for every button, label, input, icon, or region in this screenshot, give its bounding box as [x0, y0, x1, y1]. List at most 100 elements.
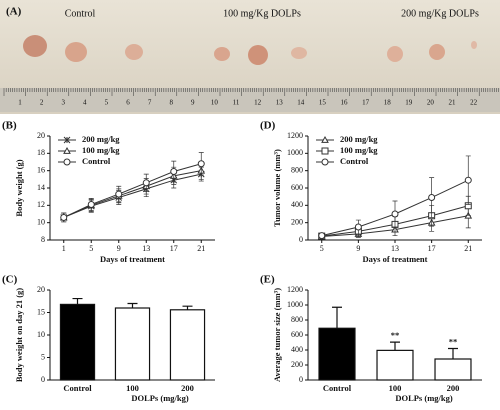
x-tick-label: Control [323, 383, 352, 393]
y-tick-label: 800 [291, 165, 303, 174]
error-bar [72, 297, 83, 305]
y-tick-label: 600 [291, 183, 303, 192]
x-axis-title: DOLPs (mg/kg) [131, 393, 189, 403]
legend-label: 100 mg/kg [82, 145, 120, 155]
y-tick-label: 10 [37, 330, 45, 339]
y-tick-label: 0 [41, 375, 45, 384]
y-tick-label: 15 [37, 307, 45, 316]
y-tick-label: 1000 [287, 148, 303, 157]
marker [391, 210, 399, 218]
y-tick-label: 8 [41, 235, 45, 244]
x-axis-title: DOLPs (mg/kg) [395, 393, 453, 403]
y-axis-title: Average tumor size (mm³) [272, 288, 282, 382]
error-bar [448, 347, 458, 359]
y-tick-label: 1200 [287, 285, 303, 294]
ruler-number: 19 [405, 99, 413, 107]
ruler-number: 17 [362, 99, 370, 107]
x-tick-label: 21 [464, 244, 472, 253]
ruler-number: 16 [341, 99, 349, 107]
legend-marker [321, 147, 329, 155]
marker [197, 160, 205, 168]
marker [464, 176, 472, 184]
line [63, 173, 202, 218]
marker [60, 213, 68, 221]
y-tick-label: 14 [37, 183, 45, 192]
y-tick-label: 200 [291, 217, 303, 226]
x-tick-label: 9 [356, 244, 360, 253]
x-tick-label: 200 [447, 383, 460, 393]
x-tick-label: 100 [126, 383, 139, 393]
y-tick-label: 0 [299, 235, 303, 244]
legend-label: 200 mg/kg [340, 134, 378, 144]
ruler-number: 14 [297, 99, 305, 107]
ruler-number: 5 [105, 99, 109, 107]
line [63, 163, 202, 218]
y-tick-label: 1200 [287, 131, 303, 140]
y-axis-title: Body weight on day 21 (g) [14, 288, 24, 382]
x-tick-label: 100 [389, 383, 402, 393]
y-tick-label: 12 [37, 200, 45, 209]
y-tick-label: 800 [291, 315, 303, 324]
ruler-number: 11 [233, 99, 240, 107]
x-tick-label: 5 [320, 244, 324, 253]
bar [169, 309, 206, 381]
bar [376, 349, 414, 381]
x-tick-label: 1 [62, 244, 66, 253]
y-tick-label: 10 [37, 217, 45, 226]
marker [428, 194, 436, 202]
legend-label: 100 mg/kg [340, 145, 378, 155]
legend-marker [321, 135, 329, 143]
ruler-number: 3 [61, 99, 65, 107]
legend-label: Control [340, 156, 369, 166]
error-bar [332, 306, 342, 329]
panel-label: (A) [6, 6, 22, 18]
ruler-number: 1 [18, 99, 22, 107]
y-tick-label: 1000 [287, 300, 303, 309]
marker [170, 168, 178, 176]
ruler-number: 8 [169, 99, 173, 107]
line [63, 170, 202, 218]
error-bar [390, 341, 400, 351]
y-tick-label: 200 [291, 360, 303, 369]
error-bar [127, 302, 138, 308]
x-axis-title: Days of treatment [363, 254, 428, 264]
x-tick-label: 13 [391, 244, 399, 253]
marker [354, 223, 362, 231]
y-tick-label: 18 [37, 148, 45, 157]
panel-label: (C) [2, 274, 18, 286]
panel-label: (D) [260, 120, 276, 132]
panel-label: (E) [260, 274, 275, 286]
x-tick-label: 17 [428, 244, 436, 253]
bar [318, 327, 356, 381]
bar [114, 307, 151, 381]
ruler-number: 12 [254, 99, 262, 107]
legend-marker [63, 158, 71, 166]
x-tick-label: Control [63, 383, 92, 393]
y-tick-label: 400 [291, 345, 303, 354]
legend-marker [321, 158, 329, 166]
annotation: ** [449, 336, 458, 346]
x-tick-label: 13 [142, 244, 150, 253]
bar [59, 303, 96, 381]
group-label: 100 mg/Kg DOLPs [223, 8, 301, 19]
x-tick-label: 9 [117, 244, 121, 253]
x-tick-label: 21 [197, 244, 205, 253]
y-tick-label: 400 [291, 200, 303, 209]
ruler-number: 21 [449, 99, 457, 107]
y-axis-title: Body weight (g) [14, 159, 24, 216]
legend-label: 200 mg/kg [82, 134, 120, 144]
group-label: Control [65, 8, 96, 19]
ruler-number: 4 [83, 99, 87, 107]
marker [115, 190, 123, 198]
legend-label: Control [82, 156, 111, 166]
ruler-number: 9 [191, 99, 195, 107]
tumors [23, 35, 477, 65]
ruler-number: 7 [148, 99, 152, 107]
legend-marker [63, 146, 71, 154]
ruler-number: 22 [470, 99, 478, 107]
x-tick-label: 17 [170, 244, 178, 253]
x-axis-title: Days of treatment [100, 254, 165, 264]
group-label: 200 mg/Kg DOLPs [401, 8, 479, 19]
y-tick-label: 600 [291, 330, 303, 339]
